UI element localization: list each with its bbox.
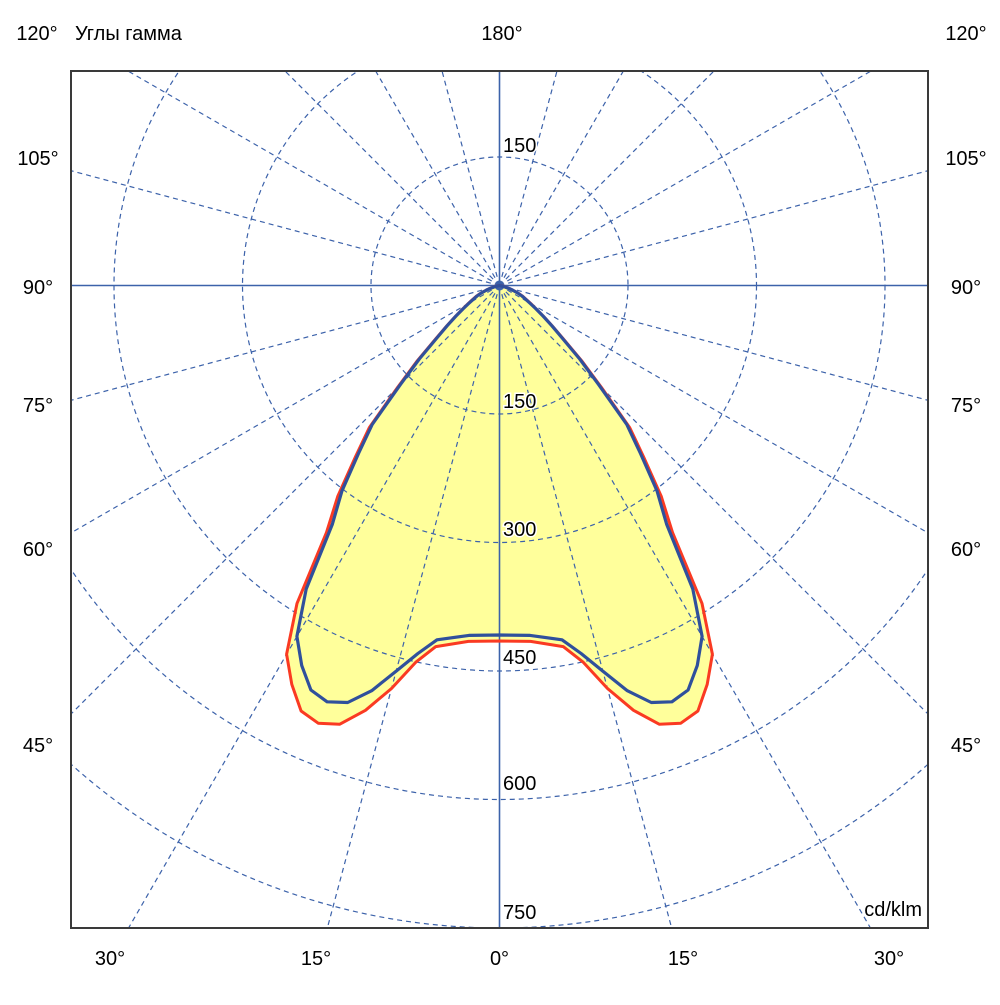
gamma-label-left-90: 90° <box>23 277 53 299</box>
radial-tick-150-top: 150 <box>503 135 536 157</box>
grid-ray <box>441 71 501 286</box>
grid-ray <box>499 170 928 287</box>
grid-ray <box>498 71 624 286</box>
grid-ray <box>71 284 500 534</box>
unit-label: cd/klm <box>864 899 922 921</box>
gamma-label-top-left: 120° <box>16 23 57 45</box>
gamma-label-bottom-15r: 15° <box>668 948 698 970</box>
grid-ray <box>499 284 928 401</box>
radial-tick-600: 600 <box>503 773 536 795</box>
grid-ray <box>498 71 558 286</box>
grid-ray <box>71 285 500 715</box>
radial-tick-750: 750 <box>503 902 536 924</box>
gamma-label-right-75: 75° <box>951 395 981 417</box>
gamma-label-right-105: 105° <box>945 148 986 170</box>
gamma-label-bottom-30r: 30° <box>874 948 904 970</box>
grid-ray <box>499 71 872 287</box>
grid-ray <box>71 170 500 287</box>
plot-border <box>70 70 929 929</box>
gamma-label-bottom-15l: 15° <box>301 948 331 970</box>
grid-ray <box>499 285 928 715</box>
radial-tick-150: 150 <box>503 391 536 413</box>
chart-title: Углы гамма <box>75 23 183 45</box>
gamma-label-left-105: 105° <box>17 148 58 170</box>
gamma-label-left-45: 45° <box>23 735 53 757</box>
gamma-label-bottom-30l: 30° <box>95 948 125 970</box>
grid-ray <box>127 71 500 287</box>
gamma-label-top-center: 180° <box>481 23 522 45</box>
radial-tick-300: 300 <box>503 519 536 541</box>
gamma-label-left-60: 60° <box>23 539 53 561</box>
series-c90-c270-curve <box>295 283 704 705</box>
grid-ray <box>71 284 500 401</box>
gamma-label-bottom-0: 0° <box>490 948 509 970</box>
grid-ray <box>284 71 500 286</box>
grid-ray <box>499 71 715 286</box>
polar-grid <box>71 71 928 928</box>
grid-ray <box>499 284 928 534</box>
grid-ray <box>375 71 501 286</box>
gamma-label-right-60: 60° <box>951 539 981 561</box>
gamma-label-top-right: 120° <box>945 23 986 45</box>
gamma-label-right-45: 45° <box>951 735 981 757</box>
grid-ray <box>326 285 501 928</box>
grid-ray <box>128 285 501 928</box>
gamma-label-left-75: 75° <box>23 395 53 417</box>
grid-ray <box>498 285 673 928</box>
grid-ray <box>498 285 871 928</box>
gamma-label-right-90: 90° <box>951 277 981 299</box>
radial-tick-450: 450 <box>503 647 536 669</box>
